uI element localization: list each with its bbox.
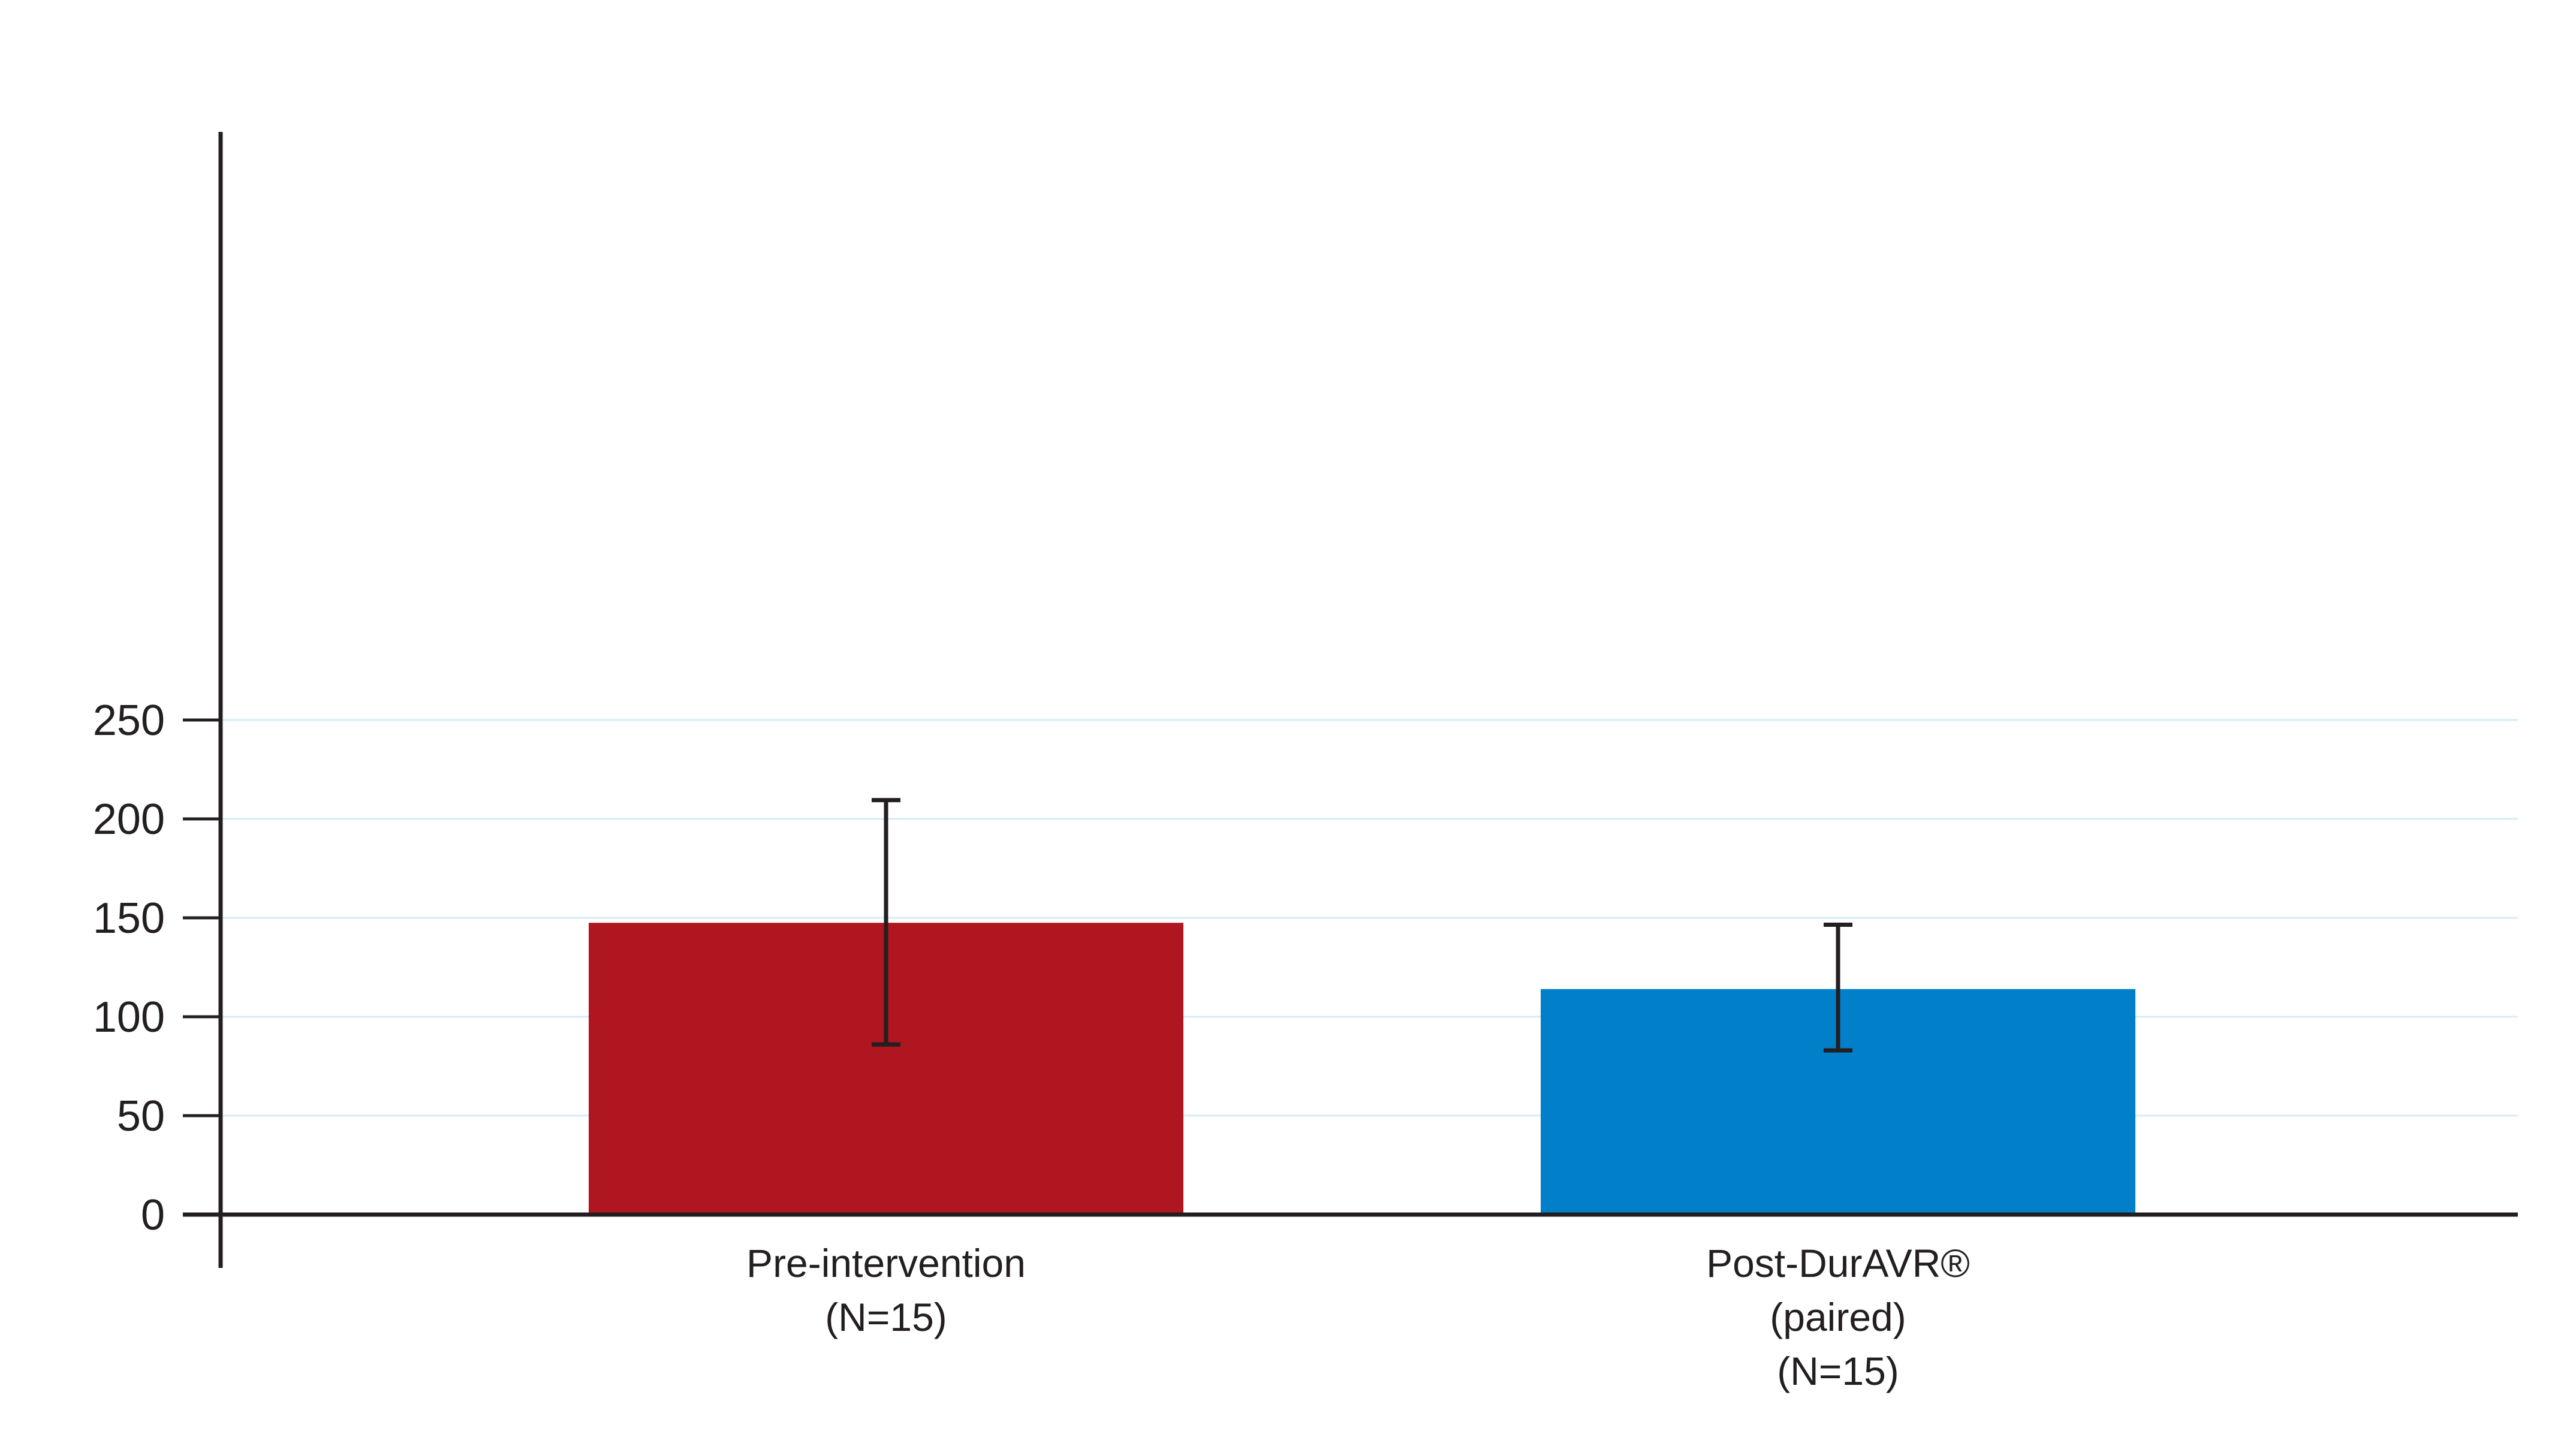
category-label-line: Pre-intervention xyxy=(746,1241,1026,1285)
y-tick-label: 100 xyxy=(93,993,165,1041)
category-label-line: (paired) xyxy=(1770,1295,1906,1339)
category-label-line: Post-DurAVR® xyxy=(1706,1241,1970,1285)
category-label-line: (N=15) xyxy=(825,1295,947,1339)
y-tick-labels: 0 50 100 150 200 250 xyxy=(93,697,221,1239)
bars xyxy=(589,923,2135,1215)
y-tick-label: 250 xyxy=(93,697,165,745)
x-category-labels: Pre-intervention (N=15) Post-DurAVR® (paire… xyxy=(746,1241,1970,1393)
error-bars xyxy=(872,798,1852,1053)
category-label-line: (N=15) xyxy=(1777,1349,1899,1393)
y-tick-label: 0 xyxy=(141,1191,165,1239)
y-tick-label: 200 xyxy=(93,796,165,843)
y-tick-label: 150 xyxy=(93,894,165,942)
axes xyxy=(183,132,2518,1268)
gridlines xyxy=(221,719,2518,1117)
y-tick-label: 50 xyxy=(117,1092,165,1140)
